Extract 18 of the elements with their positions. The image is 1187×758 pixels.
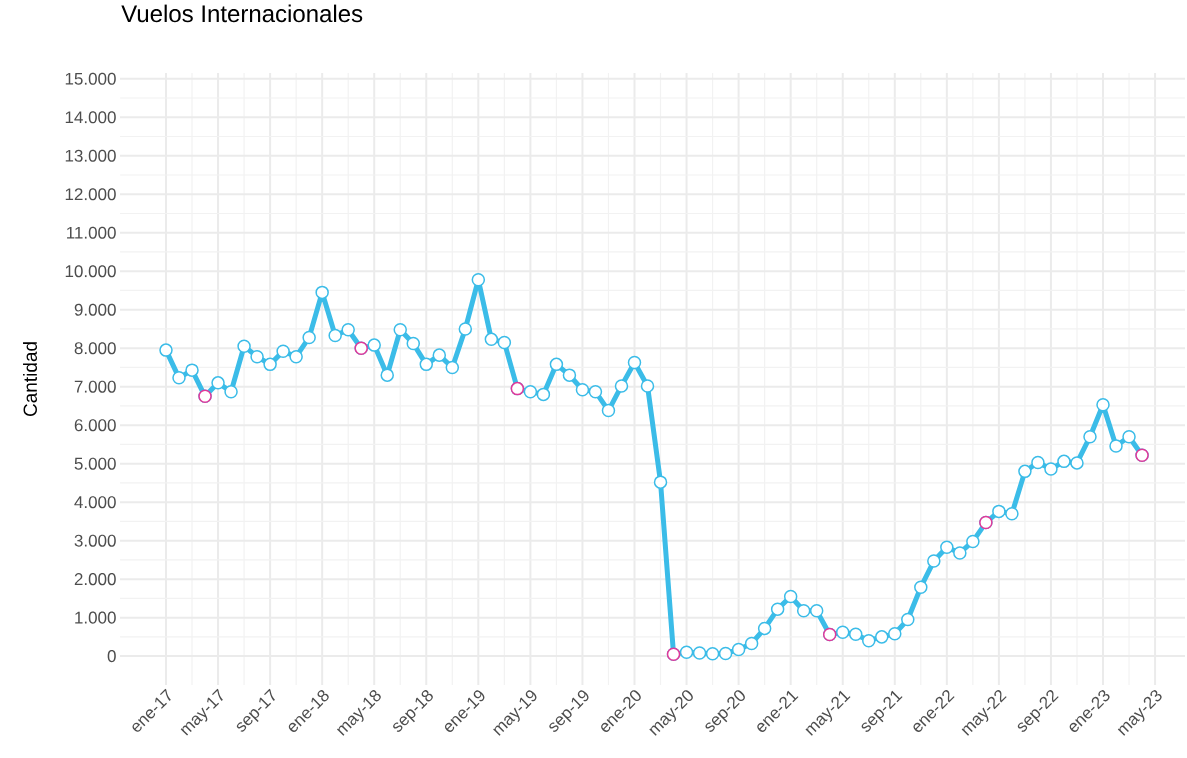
- chart-title: Vuelos Internacionales: [121, 4, 363, 23]
- y-tick-label: 7.000: [74, 380, 116, 393]
- y-tick-label: 8.000: [74, 342, 116, 355]
- y-tick-label: 9.000: [74, 303, 116, 316]
- y-tick-label: 10.000: [65, 265, 116, 278]
- y-tick-label: 0: [107, 650, 116, 663]
- y-tick-label: 2.000: [74, 573, 116, 586]
- y-tick-label: 15.000: [65, 72, 116, 85]
- y-tick-label: 6.000: [74, 419, 116, 432]
- y-tick-label: 13.000: [65, 149, 116, 162]
- y-tick-label: 1.000: [75, 611, 116, 624]
- y-tick-label: 12.000: [65, 188, 116, 201]
- y-tick-label: 3.000: [74, 534, 116, 547]
- y-tick-label: 4.000: [74, 496, 116, 509]
- y-tick-label: 14.000: [65, 111, 116, 124]
- y-tick-label: 5.000: [74, 457, 116, 470]
- y-tick-label: 11.000: [67, 226, 116, 239]
- y-axis-title: Cantidad: [23, 342, 37, 417]
